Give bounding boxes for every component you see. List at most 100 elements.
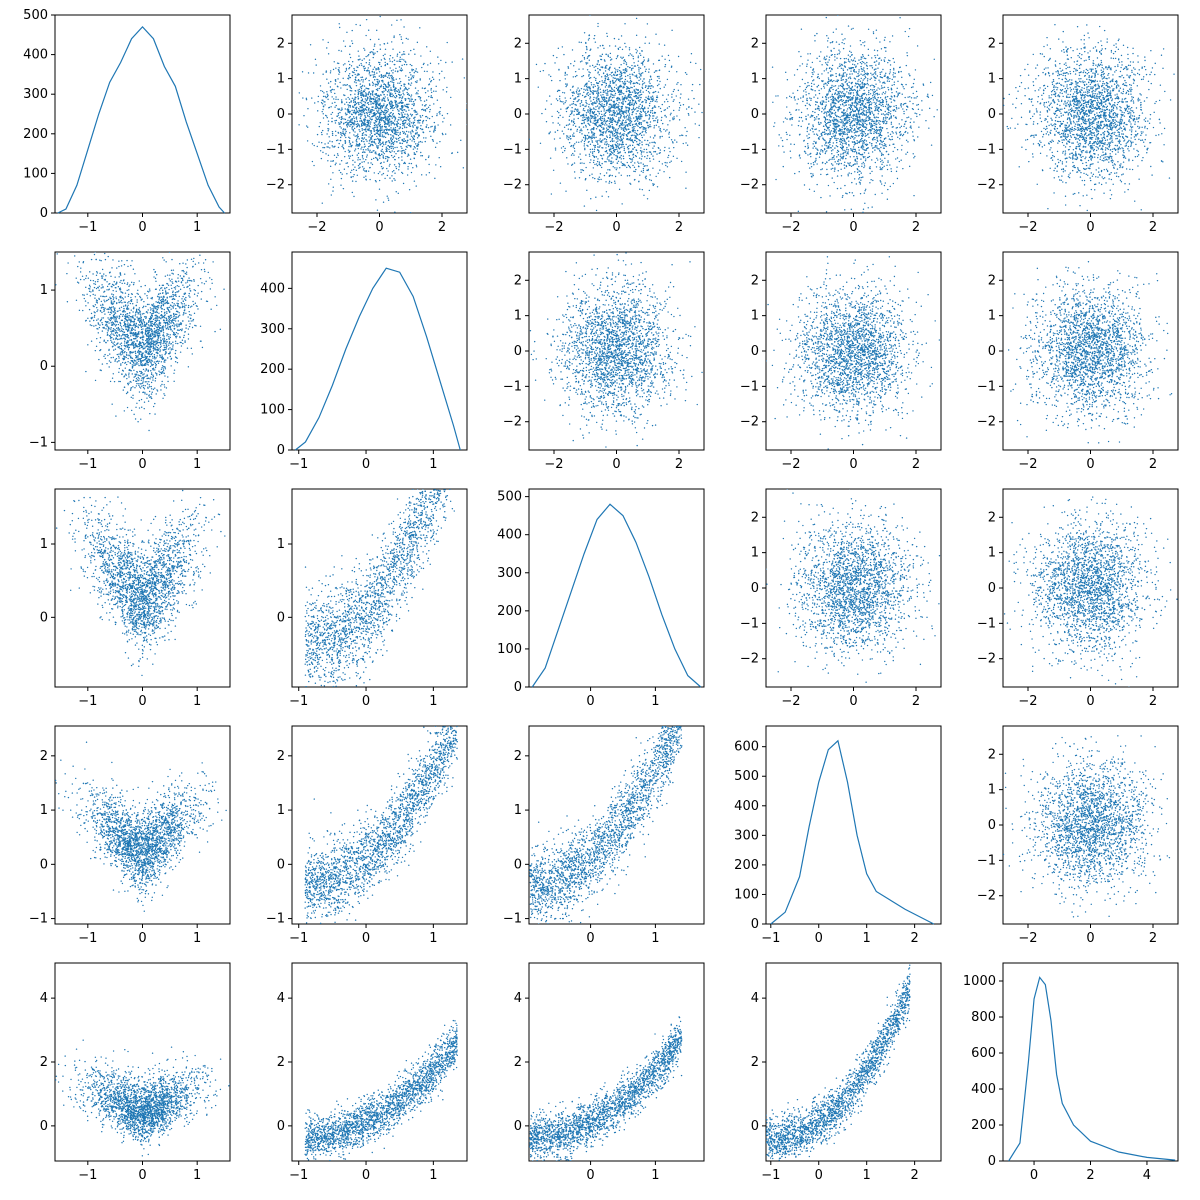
scatter-point [359,130,361,133]
scatter-point [652,167,654,169]
scatter-point [620,89,623,92]
scatter-point [414,116,416,118]
scatter-point [376,89,379,92]
scatter-point [574,108,576,111]
scatter-point [601,119,603,122]
scatter-point [361,95,363,97]
scatter-point [410,49,412,52]
scatter-point [381,134,384,136]
scatter-point [628,49,631,51]
scatter-point [589,15,591,16]
scatter-point [406,123,409,125]
scatter-point [391,130,394,133]
scatter-point [382,74,384,77]
scatter-point [408,124,410,127]
scatter-point [379,126,382,128]
scatter-point [598,150,600,152]
scatter-point [622,134,625,137]
scatter-point [633,62,635,64]
scatter-point [392,143,395,146]
scatter-point [582,109,585,111]
scatter-point [361,127,363,130]
scatter-point [341,107,343,109]
scatter-point [374,85,377,87]
scatter-point [382,172,385,175]
scatter-point [878,126,881,129]
scatter-point [699,83,701,86]
scatter-point [372,74,374,76]
scatter-point [586,92,588,95]
scatter-point [885,99,887,101]
scatter-point [583,205,586,207]
scatter-point [827,133,830,135]
scatter-point [578,141,580,143]
scatter-point [641,86,643,89]
scatter-point [389,75,392,77]
scatter-point [375,143,377,145]
scatter-point [594,116,596,118]
scatter-point [360,93,363,95]
scatter-point [629,104,631,106]
scatter-point [629,81,632,83]
scatter-point [569,89,572,91]
scatter-point [607,109,610,111]
scatter-point [859,181,861,184]
scatter-point [610,150,612,153]
scatter-point [858,59,860,61]
scatter-point [428,78,431,80]
scatter-point [590,48,592,50]
scatter-point [617,106,619,108]
scatter-point [371,115,374,117]
scatter-point [623,146,625,148]
scatter-point [432,71,434,73]
scatter-point [631,113,633,116]
scatter-point [334,164,337,166]
scatter-point [341,173,343,175]
scatter-point [557,89,559,92]
scatter-point [614,130,616,132]
scatter-point [392,137,395,139]
scatter-point [361,98,364,100]
scatter-point [381,125,384,128]
scatter-point [619,136,622,138]
scatter-point [641,188,644,191]
scatter-point [630,151,632,154]
scatter-point [829,124,831,126]
scatter-point [790,113,792,116]
scatter-point [641,131,643,134]
scatter-point [344,132,347,134]
scatter-point [618,157,621,159]
scatter-point [366,115,369,117]
scatter-point [383,152,385,155]
scatter-point [389,114,391,117]
scatter-point [419,79,421,81]
scatter-point [585,154,587,156]
scatter-point [403,53,406,55]
scatter-point [605,150,608,152]
scatter-point [413,180,416,182]
scatter-point [617,86,619,88]
scatter-point [380,109,383,112]
scatter-point [438,73,441,75]
scatter-point [326,93,329,95]
scatter-point [421,66,423,69]
scatter-point [588,34,590,37]
scatter-point [576,128,579,131]
scatter-point [886,127,888,130]
scatter-point [636,77,638,79]
scatter-point [583,143,586,145]
scatter-point [342,144,344,146]
scatter-point [610,87,613,89]
scatter-point [592,132,594,134]
scatter-point [666,129,668,131]
scatter-point [597,151,600,154]
scatter-point [380,76,382,79]
scatter-point [361,76,364,78]
scatter-point [400,116,403,118]
scatter-point [592,104,594,106]
scatter-point [652,91,654,94]
scatter-point [387,159,389,161]
scatter-point [362,132,365,134]
scatter-point [410,100,413,102]
scatter-point [668,105,670,108]
